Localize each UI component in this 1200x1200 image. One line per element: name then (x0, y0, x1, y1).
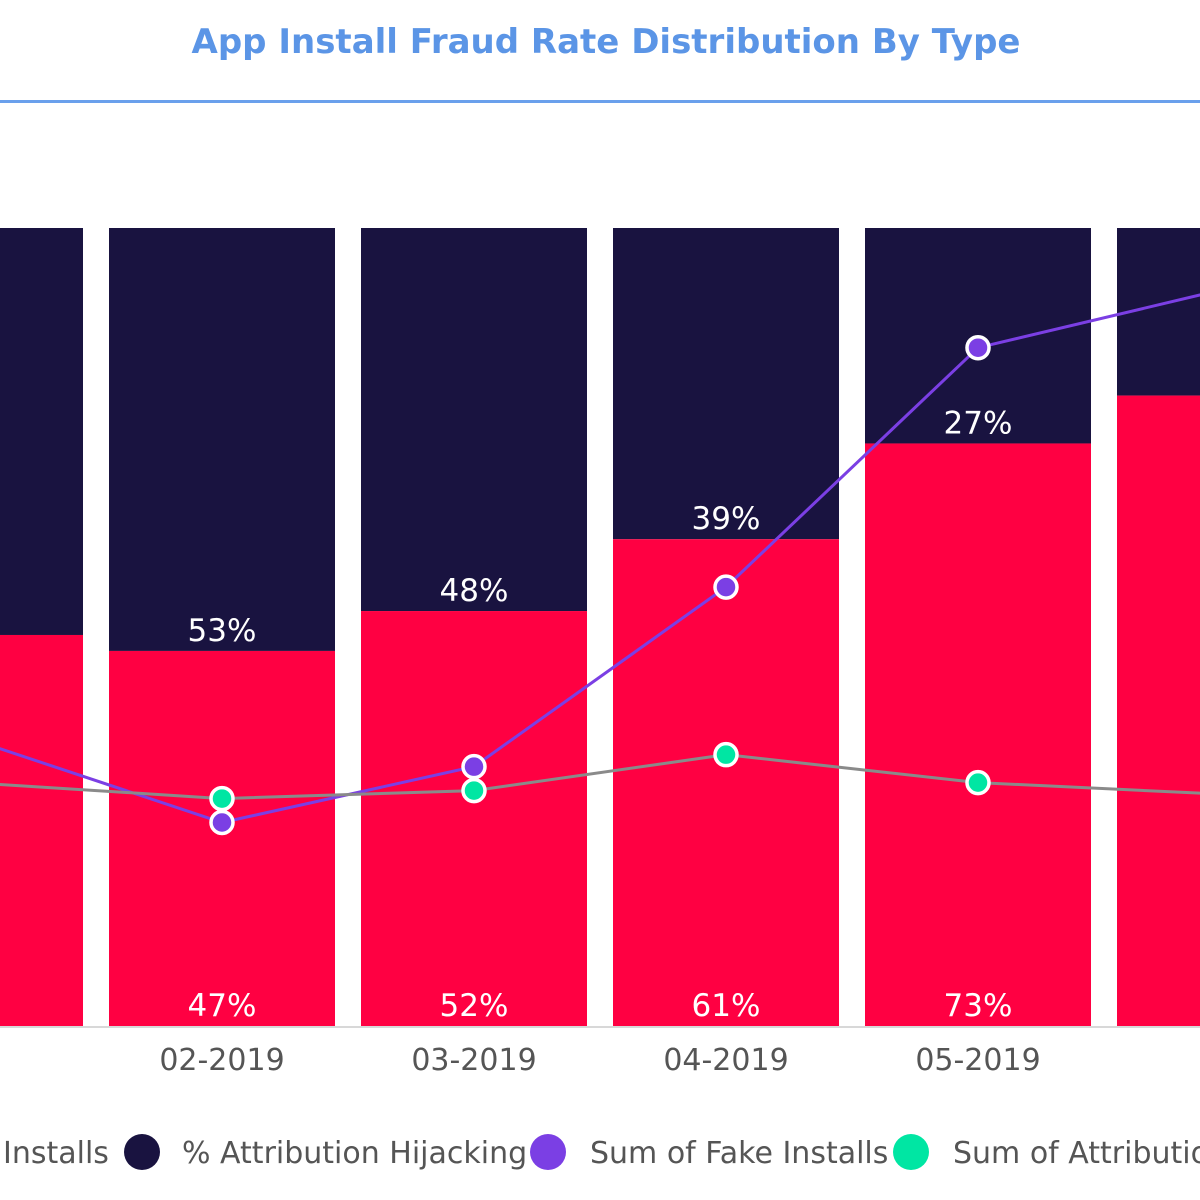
bar-attribution-hijacking-01-2019 (0, 228, 83, 635)
bar-attribution-hijacking-02-2019 (109, 228, 335, 651)
data-label-fake-installs-04-2019: 61% (692, 988, 761, 1024)
point-fake-installs-05-2019 (965, 334, 991, 361)
data-label-fake-installs-03-2019: 52% (440, 988, 509, 1024)
markers-fake-installs (209, 334, 991, 836)
bar-labels-group: %47%53%52%48%61%39%73%27%7 (188, 405, 1013, 1024)
bar-fake-installs-02-2019 (109, 650, 335, 1026)
point-attribution-hijacking-02-2019 (209, 785, 235, 812)
legend-marker-hijacking (124, 1134, 160, 1170)
bar-fake-installs-03-2019 (361, 611, 587, 1026)
point-fake-installs-02-2019 (209, 809, 235, 836)
bar-attribution-hijacking-04-2019 (613, 228, 839, 540)
point-attribution-hijacking-04-2019 (713, 741, 739, 768)
bar-fake-installs-01-2019 (0, 634, 83, 1026)
x-tick-label: 04-2019 (663, 1043, 788, 1078)
chart-title: App Install Fraud Rate Distribution By T… (191, 22, 1021, 62)
title-divider (0, 100, 1200, 103)
line-attribution-hijacking (0, 753, 1200, 801)
bar-fake-installs-04-2019 (613, 539, 839, 1026)
legend-label: % Attribution Hijacking (182, 1136, 527, 1171)
bar-fake-installs-06-2019 (1117, 395, 1200, 1027)
point-attribution-hijacking-05-2019 (965, 769, 991, 796)
data-label-fake-installs-05-2019: 73% (944, 988, 1013, 1024)
legend: Installs % Attribution Hijacking Sum of Fa… (3, 1134, 1200, 1171)
x-tick-label: 02-2019 (159, 1043, 284, 1078)
legend-marker-fake (530, 1134, 566, 1170)
line-fake-installs (0, 293, 1200, 825)
bar-attribution-hijacking-03-2019 (361, 228, 587, 612)
line-series-attribution-hijacking (0, 753, 1200, 801)
data-label-fake-installs-02-2019: 47% (188, 988, 257, 1024)
x-tick-label: 03-2019 (411, 1043, 536, 1078)
markers-attribution-hijacking (209, 741, 991, 812)
point-attribution-hijacking-03-2019 (461, 777, 487, 804)
bar-fake-installs-05-2019 (865, 443, 1091, 1027)
bars-group (0, 228, 1200, 1027)
data-label-attribution-hijacking-03-2019: 48% (440, 573, 509, 609)
data-label-attribution-hijacking-04-2019: 39% (692, 501, 761, 537)
x-tick-label: 05-2019 (915, 1043, 1040, 1078)
legend-label: Installs (3, 1136, 109, 1171)
data-label-attribution-hijacking-02-2019: 53% (188, 613, 257, 649)
legend-marker-attribution (893, 1134, 929, 1170)
point-fake-installs-04-2019 (713, 574, 739, 600)
legend-label: Sum of Fake Installs (590, 1136, 888, 1171)
line-series-fake-installs (0, 293, 1200, 825)
data-label-attribution-hijacking-05-2019: 27% (944, 405, 1013, 441)
legend-label: Sum of Attributio (953, 1136, 1200, 1171)
point-fake-installs-03-2019 (461, 753, 487, 780)
